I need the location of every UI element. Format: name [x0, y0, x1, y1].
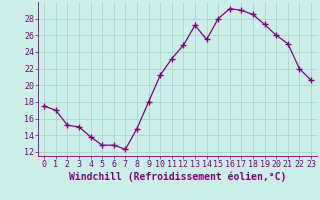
X-axis label: Windchill (Refroidissement éolien,°C): Windchill (Refroidissement éolien,°C) [69, 172, 286, 182]
